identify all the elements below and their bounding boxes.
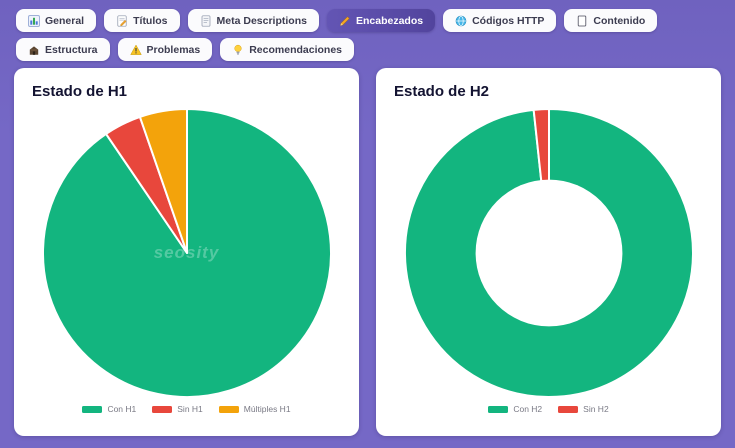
legend-item-múltiples-h1[interactable]: Múltiples H1 bbox=[218, 404, 291, 414]
tab-estructura[interactable]: Estructura bbox=[16, 38, 110, 61]
pie-slice-múltiples-h1[interactable] bbox=[138, 108, 188, 254]
tab-label: Títulos bbox=[133, 14, 168, 27]
card-estado-h2: Estado de H2 Con H2 Sin H2 bbox=[376, 68, 721, 436]
legend-swatch bbox=[152, 405, 173, 413]
h1-pie-chart: seosity bbox=[37, 105, 337, 401]
legend-item-sin-h2[interactable]: Sin H2 bbox=[558, 404, 609, 414]
tab-recomendaciones[interactable]: Recomendaciones bbox=[220, 38, 355, 61]
tab-general[interactable]: General bbox=[16, 9, 97, 32]
document-icon bbox=[201, 14, 210, 27]
bar-chart-icon bbox=[28, 14, 40, 27]
legend-item-sin-h1[interactable]: Sin H1 bbox=[152, 404, 203, 414]
tab-meta-descriptions[interactable]: Meta Descriptions bbox=[187, 9, 319, 32]
tab-label: Recomendaciones bbox=[249, 43, 343, 56]
card-title-h1: Estado de H1 bbox=[32, 83, 128, 100]
legend-label: Sin H2 bbox=[583, 404, 609, 414]
h1-chart-legend: Con H1 Sin H1 Múltiples H1 bbox=[14, 404, 359, 414]
legend-swatch bbox=[488, 405, 509, 413]
tab-label: Códigos HTTP bbox=[472, 14, 545, 27]
charts-row: Estado de H1 seosity Con H1 Sin H1 Múltipl… bbox=[0, 61, 735, 436]
globe-icon bbox=[455, 15, 467, 26]
pencil-icon bbox=[340, 15, 350, 26]
tab-label: Problemas bbox=[146, 43, 201, 56]
legend-item-con-h1[interactable]: Con H1 bbox=[82, 404, 136, 414]
warning-icon bbox=[129, 43, 142, 55]
legend-swatch bbox=[218, 405, 239, 413]
tab-problemas[interactable]: Problemas bbox=[117, 38, 213, 61]
tab-label: Contenido bbox=[593, 14, 646, 27]
legend-item-con-h2[interactable]: Con H2 bbox=[488, 404, 542, 414]
legend-label: Sin H1 bbox=[177, 404, 203, 414]
tab-contenido[interactable]: Contenido bbox=[564, 9, 658, 32]
legend-swatch bbox=[558, 405, 579, 413]
lightbulb-icon bbox=[234, 44, 242, 54]
tab-codigos-http[interactable]: Códigos HTTP bbox=[443, 9, 557, 32]
tab-label: Encabezados bbox=[355, 14, 424, 27]
page-icon bbox=[578, 15, 587, 26]
tab-label: Estructura bbox=[45, 43, 98, 56]
tab-label: General bbox=[45, 14, 85, 27]
legend-label: Con H1 bbox=[107, 404, 137, 414]
legend-label: Con H2 bbox=[513, 404, 543, 414]
card-estado-h1: Estado de H1 seosity Con H1 Sin H1 Múltipl… bbox=[14, 68, 359, 436]
memo-icon bbox=[117, 14, 127, 27]
legend-label: Múltiples H1 bbox=[243, 404, 291, 414]
tab-titulos[interactable]: Títulos bbox=[104, 9, 180, 32]
tab-encabezados[interactable]: Encabezados bbox=[326, 9, 436, 32]
structure-icon bbox=[29, 45, 39, 55]
donut-hole bbox=[475, 179, 622, 327]
card-title-h2: Estado de H2 bbox=[394, 83, 490, 100]
legend-swatch bbox=[82, 405, 103, 413]
h2-donut-chart bbox=[399, 105, 699, 401]
h2-chart-legend: Con H2 Sin H2 bbox=[376, 404, 721, 414]
tab-bar: General Títulos Meta Descriptions Encabe… bbox=[0, 0, 735, 61]
tab-label: Meta Descriptions bbox=[216, 14, 307, 27]
